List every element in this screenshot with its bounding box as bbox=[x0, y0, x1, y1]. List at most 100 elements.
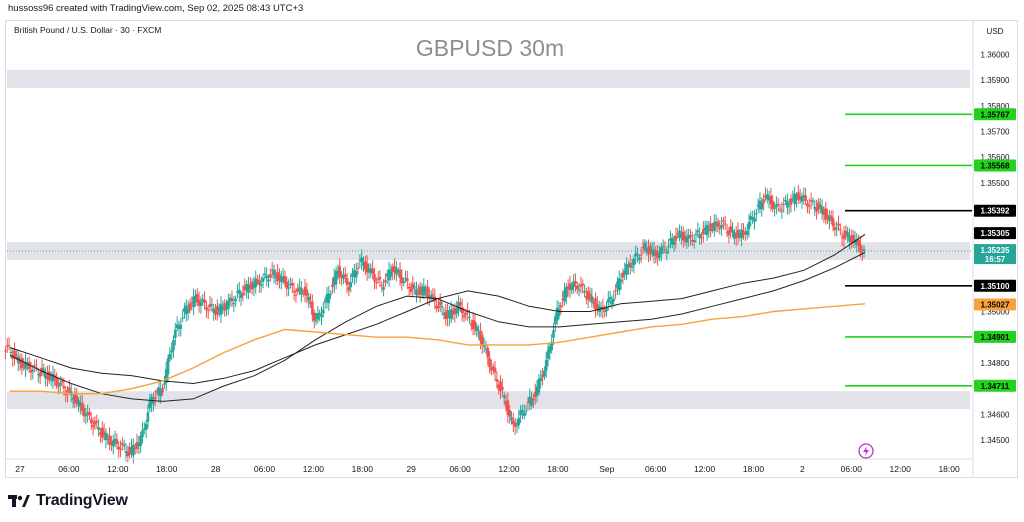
candle-body bbox=[384, 280, 387, 283]
candle-body bbox=[707, 228, 711, 230]
candle-body bbox=[336, 271, 340, 274]
candle-body bbox=[464, 312, 468, 315]
candle-body bbox=[658, 254, 661, 258]
candle-body bbox=[453, 308, 457, 315]
candle-body bbox=[174, 329, 177, 338]
candle-body bbox=[407, 286, 411, 289]
candle-body bbox=[168, 354, 172, 359]
candle-body bbox=[764, 195, 767, 198]
candle-body bbox=[736, 230, 740, 239]
candle-body bbox=[38, 372, 42, 377]
candle-body bbox=[256, 279, 259, 281]
candle-body bbox=[40, 367, 44, 373]
candle-body bbox=[279, 276, 283, 283]
candle-body bbox=[163, 383, 166, 385]
candle-body bbox=[550, 341, 553, 351]
candle-body bbox=[455, 308, 458, 314]
candle-body bbox=[113, 438, 117, 442]
candle-body bbox=[608, 297, 612, 300]
candle-body bbox=[117, 446, 121, 450]
chart-title: GBPUSD 30m bbox=[416, 35, 564, 61]
candle-body bbox=[667, 245, 670, 247]
price-tag-label: 1.35305 bbox=[981, 229, 1010, 238]
candle-body bbox=[795, 195, 798, 200]
candle-body bbox=[583, 291, 586, 293]
x-tick: 06:00 bbox=[449, 464, 471, 474]
candle-body bbox=[835, 227, 838, 229]
candle-body bbox=[248, 285, 252, 289]
candle-body bbox=[245, 284, 248, 291]
candle-body bbox=[572, 281, 575, 288]
candle-body bbox=[427, 295, 431, 299]
candle-body bbox=[809, 200, 813, 202]
tradingview-logo[interactable]: TradingView bbox=[8, 490, 128, 512]
candle-body bbox=[4, 350, 7, 352]
candle-body bbox=[354, 271, 358, 278]
candle-body bbox=[855, 239, 859, 245]
candle-body bbox=[784, 199, 787, 202]
candle-body bbox=[181, 317, 184, 319]
candle-body bbox=[524, 410, 528, 412]
candle-body bbox=[7, 345, 11, 347]
candle-body bbox=[552, 330, 555, 338]
candle-body bbox=[108, 435, 111, 445]
tradingview-mark-icon bbox=[8, 493, 30, 509]
candle-body bbox=[318, 312, 321, 315]
candle-body bbox=[802, 195, 806, 197]
candle-body bbox=[663, 249, 667, 251]
candle-body bbox=[334, 270, 338, 285]
candle-body bbox=[254, 278, 258, 288]
candle-body bbox=[429, 295, 433, 299]
candle-body bbox=[740, 229, 743, 239]
candle-body bbox=[594, 298, 597, 310]
candle-body bbox=[860, 252, 864, 254]
candle-body bbox=[656, 252, 659, 259]
candle-body bbox=[544, 359, 548, 371]
price-tag bbox=[974, 330, 1016, 343]
candle-body bbox=[51, 373, 55, 382]
candle-body bbox=[210, 304, 214, 306]
candle-body bbox=[628, 262, 632, 268]
zone-band bbox=[7, 242, 970, 261]
candle-body bbox=[342, 274, 345, 279]
candle-body bbox=[197, 299, 201, 306]
candle-body bbox=[300, 287, 303, 295]
candle-body bbox=[345, 278, 349, 285]
candle-body bbox=[331, 284, 334, 288]
candle-body bbox=[627, 264, 630, 267]
price-tags-layer: 1.357671.355681.353921.353051.352281.351… bbox=[974, 108, 1016, 392]
candle-body bbox=[170, 350, 173, 353]
candle-body bbox=[807, 205, 811, 207]
candle-body bbox=[745, 230, 749, 235]
x-tick: 28 bbox=[211, 464, 221, 474]
candle-body bbox=[499, 381, 502, 392]
candle-body bbox=[347, 287, 351, 291]
candle-body bbox=[607, 299, 610, 303]
candle-body bbox=[175, 324, 179, 329]
candle-body bbox=[99, 432, 102, 435]
candle-body bbox=[731, 229, 734, 233]
candle-body bbox=[225, 307, 228, 309]
candle-body bbox=[564, 287, 568, 298]
candle-body bbox=[104, 433, 108, 441]
candle-body bbox=[420, 289, 424, 291]
candle-body bbox=[857, 239, 860, 246]
currency-label: USD bbox=[987, 27, 1004, 36]
candle-body bbox=[206, 310, 210, 312]
candle-body bbox=[813, 206, 817, 210]
replay-icon[interactable] bbox=[858, 443, 874, 459]
candle-body bbox=[722, 220, 725, 222]
candle-body bbox=[57, 385, 60, 387]
price-tag bbox=[974, 227, 1016, 240]
x-tick: 06:00 bbox=[645, 464, 667, 474]
candle-body bbox=[188, 303, 192, 310]
candle-body bbox=[705, 225, 709, 235]
x-tick: 18:00 bbox=[938, 464, 960, 474]
candle-body bbox=[237, 289, 241, 294]
candle-body bbox=[760, 202, 764, 209]
candle-body bbox=[678, 230, 681, 239]
candle-body bbox=[406, 278, 409, 282]
candle-body bbox=[422, 286, 426, 296]
candle-body bbox=[665, 251, 669, 254]
